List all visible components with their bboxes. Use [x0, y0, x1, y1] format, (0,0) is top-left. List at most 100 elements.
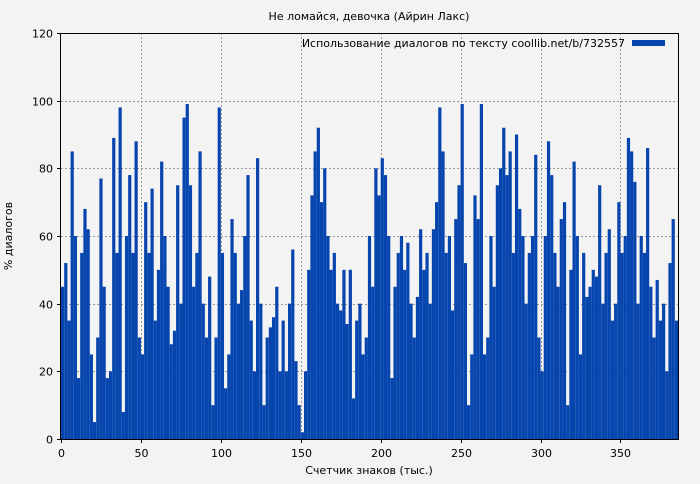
bar — [339, 310, 343, 439]
bar — [73, 236, 77, 439]
bar — [428, 303, 432, 439]
bar — [486, 337, 490, 439]
bar — [275, 286, 279, 439]
bar — [569, 269, 573, 439]
bar — [614, 303, 618, 439]
bar — [278, 371, 282, 439]
bar — [147, 252, 151, 439]
bar — [61, 286, 65, 439]
bar — [406, 242, 410, 439]
bar — [492, 286, 496, 439]
bar — [482, 354, 487, 439]
bar — [172, 330, 177, 439]
chart-title: Не ломайся, девочка (Айрин Лакс) — [269, 10, 470, 23]
bar — [553, 252, 557, 439]
bar — [642, 252, 647, 439]
bar — [387, 236, 391, 439]
bar — [355, 320, 359, 439]
bar — [214, 337, 218, 439]
bar — [329, 269, 333, 439]
bar — [438, 107, 442, 439]
bar — [367, 236, 372, 439]
legend-swatch — [632, 40, 665, 46]
bar — [319, 202, 324, 439]
bar — [102, 286, 106, 439]
bars — [61, 104, 678, 440]
bar — [396, 252, 400, 439]
bar — [326, 236, 330, 439]
bar — [303, 371, 308, 439]
bar — [425, 252, 429, 439]
bar — [185, 104, 189, 440]
x-axis-label: Счетчик знаков (тыс.) — [305, 464, 433, 477]
bar — [211, 405, 215, 439]
bar — [594, 276, 599, 439]
bar — [115, 252, 119, 439]
bar — [674, 320, 678, 439]
bar — [144, 202, 148, 439]
bar — [639, 236, 643, 439]
bar — [345, 323, 349, 439]
x-tick-label: 200 — [371, 447, 392, 460]
bar — [457, 185, 461, 439]
bar — [262, 405, 266, 439]
bar — [67, 320, 71, 439]
y-tick-label: 120 — [32, 28, 53, 41]
bar — [64, 263, 68, 439]
bar — [380, 158, 384, 439]
bar — [76, 378, 81, 439]
bar — [131, 252, 135, 439]
bar — [89, 354, 93, 439]
bar — [351, 398, 356, 439]
bar — [160, 161, 164, 440]
bar — [121, 411, 125, 439]
bar — [626, 137, 631, 439]
bar — [201, 303, 205, 439]
bar — [364, 337, 368, 439]
bar — [518, 208, 522, 439]
bar — [198, 151, 202, 439]
x-tick-label: 100 — [211, 447, 232, 460]
bar — [610, 320, 615, 439]
bar — [658, 320, 663, 439]
bar — [498, 168, 503, 440]
bar — [444, 252, 448, 439]
bar — [530, 236, 535, 439]
bar — [169, 344, 173, 439]
bar — [623, 236, 627, 439]
bar — [220, 252, 225, 439]
bar — [179, 303, 183, 439]
y-axis-label: % диалогов — [2, 202, 15, 270]
x-tick-label: 50 — [135, 447, 149, 460]
bar — [217, 107, 221, 439]
bar — [403, 269, 407, 439]
bar — [297, 405, 301, 439]
bar — [182, 117, 186, 439]
bar — [281, 320, 285, 439]
bar — [96, 337, 100, 439]
bar — [236, 303, 241, 439]
bar — [422, 269, 426, 439]
bar — [176, 185, 180, 439]
y-tick-label: 40 — [39, 299, 53, 312]
bar — [399, 236, 404, 439]
bar — [240, 290, 244, 439]
bar — [537, 337, 541, 439]
bar — [415, 296, 420, 439]
legend-label: Использование диалогов по тексту coollib… — [302, 37, 625, 50]
bar — [310, 195, 314, 439]
bar — [348, 269, 352, 439]
bar — [307, 269, 311, 439]
bar — [582, 252, 586, 439]
bar — [134, 141, 138, 439]
bar — [300, 432, 304, 439]
bar — [559, 219, 563, 439]
bar — [575, 236, 579, 439]
bar — [470, 354, 474, 439]
bar — [268, 327, 272, 439]
bar — [655, 279, 659, 439]
bar — [192, 286, 196, 439]
bar — [435, 202, 439, 439]
bar — [393, 286, 397, 439]
bar — [371, 286, 375, 439]
